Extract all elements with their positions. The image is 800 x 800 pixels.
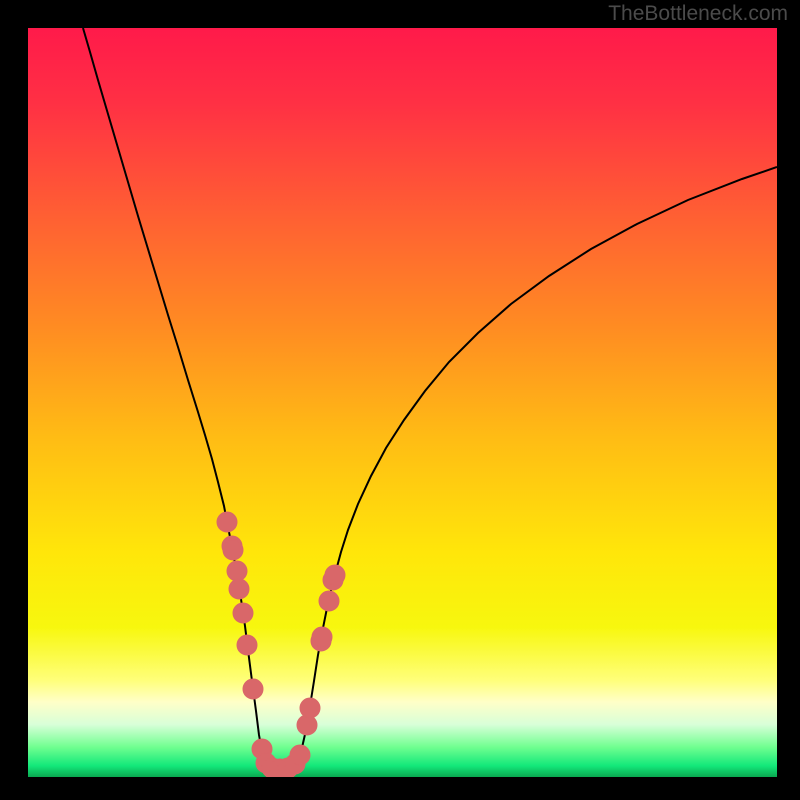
data-marker <box>217 512 237 532</box>
data-marker <box>325 565 345 585</box>
bottleneck-curve-left <box>83 28 278 769</box>
curve-layer <box>28 28 777 777</box>
bottleneck-curve-right <box>278 167 777 769</box>
watermark-text: TheBottleneck.com <box>608 2 788 25</box>
data-marker <box>319 591 339 611</box>
data-marker <box>223 540 243 560</box>
data-marker <box>300 698 320 718</box>
data-marker <box>229 579 249 599</box>
plot-area <box>28 28 777 777</box>
watermark: TheBottleneck.com <box>608 2 788 26</box>
data-marker <box>227 561 247 581</box>
data-marker <box>312 627 332 647</box>
data-marker <box>237 635 257 655</box>
data-marker <box>243 679 263 699</box>
data-marker <box>233 603 253 623</box>
marker-group <box>217 512 345 777</box>
data-marker <box>290 745 310 765</box>
